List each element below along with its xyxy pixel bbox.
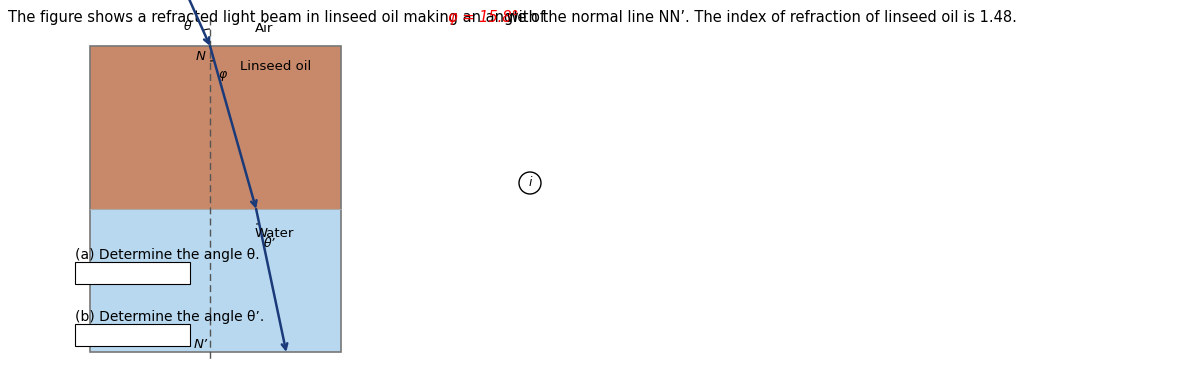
Text: The figure shows a refracted light beam in linseed oil making an angle of: The figure shows a refracted light beam … <box>8 10 550 25</box>
Text: (a) Determine the angle θ.: (a) Determine the angle θ. <box>74 248 259 262</box>
Text: with the normal line NN’. The index of refraction of linseed oil is 1.48.: with the normal line NN’. The index of r… <box>502 10 1016 25</box>
Text: Water: Water <box>256 227 294 240</box>
Text: N’: N’ <box>194 338 208 351</box>
Bar <box>74 262 190 284</box>
Text: θ: θ <box>184 20 192 33</box>
Text: N: N <box>196 50 206 63</box>
Bar <box>74 324 190 346</box>
Bar <box>90 46 341 209</box>
Bar <box>90 46 341 352</box>
Text: θ’: θ’ <box>264 237 276 250</box>
Text: Air: Air <box>256 22 274 34</box>
Text: Linseed oil: Linseed oil <box>240 60 311 73</box>
Text: i: i <box>528 175 532 189</box>
Bar <box>90 209 341 352</box>
Text: φ = 15.8°: φ = 15.8° <box>449 10 520 25</box>
Text: φ: φ <box>218 68 227 81</box>
Text: (b) Determine the angle θ’.: (b) Determine the angle θ’. <box>74 310 264 324</box>
